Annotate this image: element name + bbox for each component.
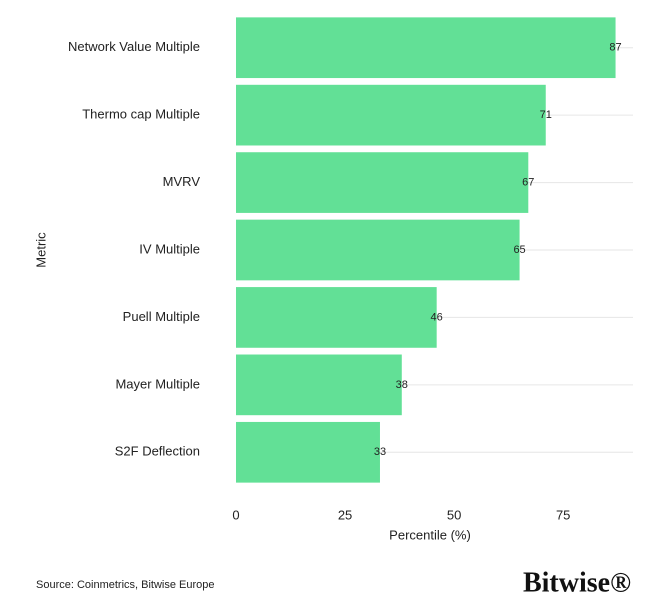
bar: [236, 219, 520, 281]
bar: [236, 17, 616, 79]
x-tick-label: 25: [338, 507, 352, 522]
value-label: 71: [540, 109, 552, 121]
x-tick-label: 50: [447, 507, 461, 522]
y-tick-label: MVRV: [163, 174, 201, 189]
value-label: 33: [374, 446, 386, 458]
y-tick-label: IV Multiple: [139, 241, 200, 256]
y-tick-label: Thermo cap Multiple: [82, 107, 200, 122]
bar: [236, 421, 380, 483]
bar: [236, 354, 402, 416]
value-label: 65: [513, 244, 525, 256]
value-label: 67: [522, 176, 534, 188]
y-tick-label: Network Value Multiple: [68, 39, 200, 54]
x-tick-label: 75: [556, 507, 570, 522]
y-axis-label: Metric: [33, 232, 48, 268]
value-label: 38: [396, 379, 408, 391]
bar: [236, 152, 529, 213]
value-label: 46: [431, 311, 443, 323]
y-tick-label: S2F Deflection: [115, 444, 200, 459]
logo: Bitwise®: [523, 567, 631, 598]
x-axis-label: Percentile (%): [389, 527, 471, 542]
y-tick-label: Puell Multiple: [123, 309, 200, 324]
bar: [236, 84, 546, 146]
source: Source: Coinmetrics, Bitwise Europe: [36, 579, 215, 591]
bar: [236, 287, 437, 348]
value-label: 87: [609, 42, 621, 54]
x-tick-label: 0: [232, 507, 239, 522]
y-tick-label: Mayer Multiple: [115, 376, 200, 391]
